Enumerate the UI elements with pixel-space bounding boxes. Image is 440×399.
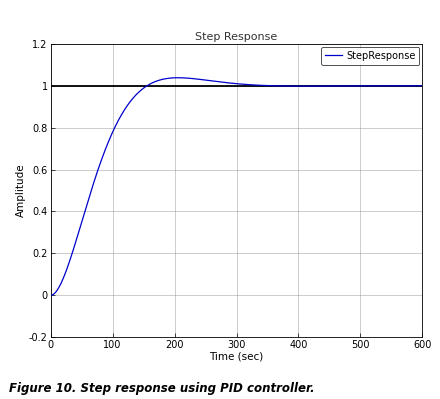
StepResponse: [176, 75, 181, 80]
Text: Figure 10. Step response using PID controller.: Figure 10. Step response using PID contr…: [9, 382, 315, 395]
X-axis label: Time (sec): Time (sec): [209, 352, 264, 361]
Line: StepResponse: StepResponse: [51, 78, 422, 295]
StepResponse: [136, 90, 142, 95]
StepResponse: [188, 76, 194, 81]
Y-axis label: Amplitude: Amplitude: [16, 164, 26, 217]
StepResponse: [48, 293, 53, 298]
Legend: StepResponse: StepResponse: [321, 47, 419, 65]
StepResponse: [420, 83, 425, 88]
StepResponse: [215, 79, 220, 84]
StepResponse: [134, 91, 139, 96]
StepResponse: [138, 88, 143, 93]
StepResponse: [417, 83, 422, 88]
Title: Step Response: Step Response: [195, 32, 278, 42]
